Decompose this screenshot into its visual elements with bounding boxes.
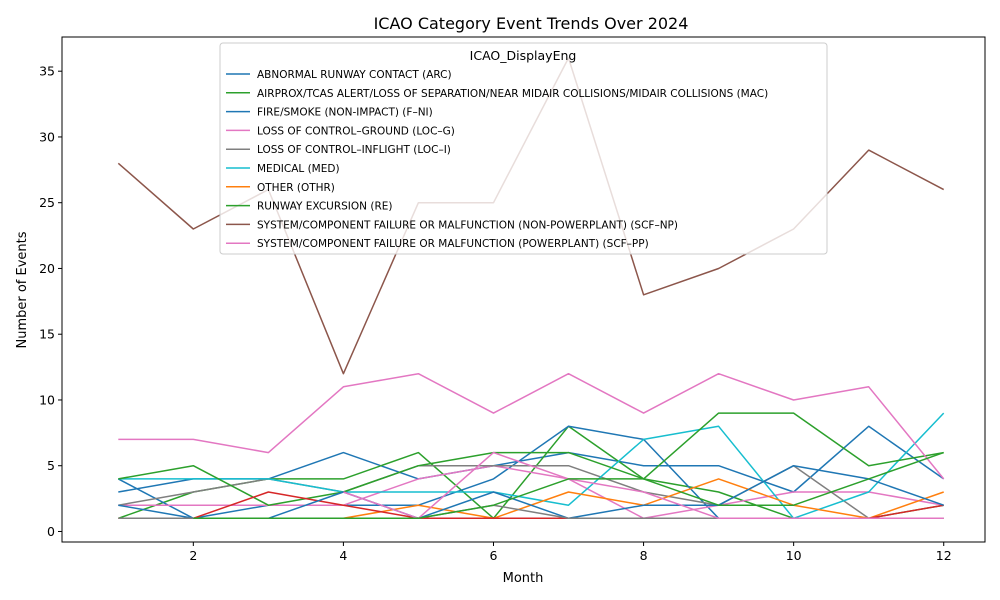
legend: ICAO_DisplayEng ABNORMAL RUNWAY CONTACT … (219, 42, 828, 255)
series-line-4 (118, 464, 944, 520)
y-tick-label: 30 (39, 129, 55, 144)
legend-entry: FIRE/SMOKE (NON-IMPACT) (F–NI) (257, 107, 433, 119)
legend-entry: LOSS OF CONTROL–GROUND (LOC–G) (257, 125, 455, 137)
y-axis-ticks: 0 5 10 15 20 25 30 35 (39, 64, 62, 539)
x-tick-label: 12 (936, 548, 952, 563)
legend-entry: OTHER (OTHR) (257, 182, 335, 194)
y-axis-label: Number of Events (15, 231, 30, 348)
legend-box (219, 42, 828, 255)
x-tick-label: 10 (786, 548, 802, 563)
x-tick-label: 2 (189, 548, 197, 563)
legend-entry: AIRPROX/TCAS ALERT/LOSS OF SEPARATION/NE… (257, 88, 768, 100)
y-tick-label: 15 (39, 327, 55, 342)
legend-entry: RUNWAY EXCURSION (RE) (257, 201, 392, 213)
plot-frame (61, 36, 986, 543)
y-tick-label: 10 (39, 392, 55, 407)
legend-entry: LOSS OF CONTROL–INFLIGHT (LOC–I) (257, 144, 451, 156)
y-tick-label: 25 (39, 195, 55, 210)
series-line-8 (118, 412, 944, 506)
y-tick-label: 5 (47, 458, 55, 473)
series-line-13 (118, 504, 944, 520)
series-line-15 (193, 451, 944, 520)
series-line-1 (118, 425, 945, 493)
x-axis-label: Month (503, 571, 544, 586)
y-tick-label: 35 (39, 64, 55, 79)
legend-entry: ABNORMAL RUNWAY CONTACT (ARC) (257, 69, 452, 81)
legend-entry: SYSTEM/COMPONENT FAILURE OR MALFUNCTION … (257, 219, 678, 231)
series-lines (117, 57, 945, 520)
legend-entry: SYSTEM/COMPONENT FAILURE OR MALFUNCTION … (257, 238, 649, 250)
series-line-14 (343, 451, 944, 520)
chart-title: ICAO Category Event Trends Over 2024 (374, 14, 689, 33)
series-line-10 (118, 372, 945, 480)
x-tick-label: 4 (339, 548, 347, 563)
y-tick-label: 20 (39, 261, 55, 276)
legend-title: ICAO_DisplayEng (470, 48, 577, 63)
x-tick-label: 6 (490, 548, 498, 563)
legend-entry: MEDICAL (MED) (257, 163, 340, 175)
y-tick-label: 0 (47, 524, 55, 539)
series-line-6 (118, 412, 945, 520)
x-axis-ticks: 2 4 6 8 10 12 (189, 542, 952, 563)
x-tick-label: 8 (640, 548, 648, 563)
